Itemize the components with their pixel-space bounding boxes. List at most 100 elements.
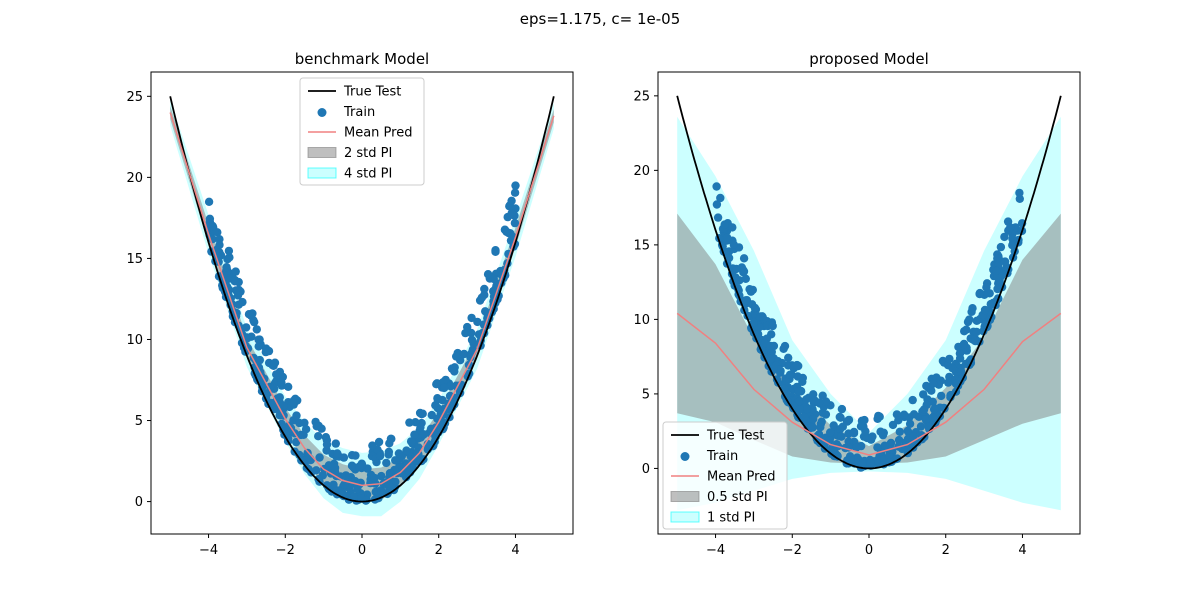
y-tick-label: 20: [126, 171, 143, 186]
legend-swatch: [670, 491, 700, 502]
train-point: [254, 342, 263, 351]
train-point: [252, 325, 261, 334]
y-tick-label: 10: [126, 333, 143, 348]
train-point: [993, 273, 1002, 282]
train-point: [432, 380, 441, 389]
train-point: [955, 354, 965, 363]
train-point: [292, 411, 301, 420]
train-point: [382, 458, 391, 468]
x-tick-label: 2: [942, 543, 950, 558]
train-point: [419, 430, 429, 439]
train-point: [720, 220, 729, 229]
train-point: [982, 283, 991, 292]
train-point: [375, 451, 385, 461]
x-tick-label: 4: [511, 543, 519, 558]
train-point: [860, 415, 869, 425]
train-point: [402, 446, 411, 455]
legend-box: [662, 421, 788, 530]
train-point: [750, 303, 760, 313]
train-point: [351, 451, 360, 460]
train-point: [440, 383, 449, 393]
train-point: [272, 370, 281, 379]
train-point: [208, 221, 217, 231]
figure-suptitle: eps=1.175, c= 1e-05: [520, 10, 680, 28]
train-point: [866, 458, 875, 468]
train-point: [459, 349, 469, 359]
y-tick-label: 25: [126, 90, 143, 105]
train-point: [230, 275, 240, 285]
train-point: [355, 462, 364, 471]
train-point: [846, 456, 855, 465]
legend-swatch: [307, 167, 337, 179]
train-point: [246, 311, 256, 320]
train-point: [857, 459, 867, 469]
train-point: [713, 213, 723, 222]
train-point: [463, 322, 472, 332]
train-point: [785, 370, 795, 379]
train-point: [729, 240, 738, 249]
train-point: [880, 441, 889, 450]
train-point: [335, 489, 345, 499]
train-point: [295, 450, 304, 460]
train-point: [927, 386, 936, 395]
train-point: [712, 200, 722, 209]
train-point: [238, 297, 247, 307]
train-point: [370, 473, 379, 483]
train-point: [844, 437, 853, 446]
panel-title: proposed Model: [809, 50, 929, 68]
legend-label: Train: [706, 449, 738, 464]
legend-label: Mean Pred: [344, 126, 412, 141]
train-point: [384, 479, 393, 488]
train-point: [452, 352, 461, 361]
train-point: [996, 242, 1006, 252]
legend-label: True Test: [343, 85, 401, 100]
train-point: [254, 335, 263, 344]
train-point: [394, 449, 404, 458]
train-point: [368, 441, 377, 450]
train-point: [404, 466, 414, 475]
x-tick-label: −4: [706, 543, 725, 558]
train-point: [792, 360, 802, 370]
train-point: [993, 254, 1002, 263]
legend: True Test Train Mean Pred 2 std PI 4 std PI: [299, 77, 425, 186]
train-point: [731, 273, 740, 282]
train-point: [766, 341, 775, 351]
train-point: [821, 410, 831, 419]
legend-label: Train: [343, 105, 375, 120]
train-point: [895, 427, 904, 436]
legend-label: Mean Pred: [707, 470, 775, 485]
train-point: [821, 397, 831, 406]
train-point: [766, 354, 775, 364]
train-point: [794, 387, 803, 396]
train-point: [962, 325, 971, 334]
train-point: [295, 418, 304, 428]
train-point: [205, 214, 215, 223]
train-point: [816, 423, 825, 432]
train-point: [795, 405, 804, 414]
train-point: [929, 379, 938, 388]
train-point: [391, 456, 400, 465]
train-point: [756, 312, 765, 321]
train-point: [411, 418, 420, 427]
train-point: [908, 395, 917, 405]
train-point: [724, 247, 734, 256]
train-point: [728, 223, 737, 232]
train-point: [511, 181, 520, 190]
train-point: [1015, 188, 1024, 198]
x-tick-label: 0: [865, 543, 873, 558]
train-point: [341, 471, 351, 480]
train-point: [467, 328, 476, 338]
train-point: [481, 307, 490, 316]
train-point: [873, 414, 882, 423]
train-point: [809, 414, 818, 424]
plot-area: [676, 95, 1062, 511]
train-point: [270, 358, 280, 367]
train-point: [331, 439, 340, 448]
train-point: [873, 443, 882, 452]
train-point: [837, 404, 847, 414]
train-point: [784, 353, 793, 362]
train-point: [314, 432, 323, 441]
band-inner: [677, 213, 1061, 464]
x-tick-label: −2: [276, 543, 295, 558]
